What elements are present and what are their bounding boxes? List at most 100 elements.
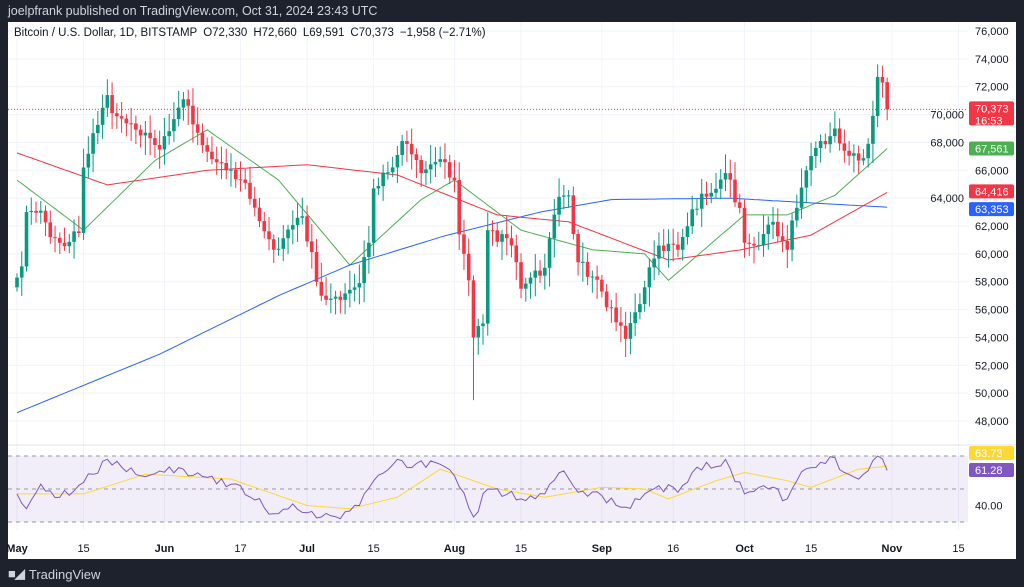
candle-body — [776, 221, 780, 237]
candle-body — [338, 296, 343, 300]
time-axis-label: 15 — [368, 543, 380, 555]
moving-average-line — [16, 152, 888, 261]
time-axis-label: Jul — [299, 543, 315, 555]
candle-body — [153, 138, 157, 145]
candle-body — [880, 76, 885, 83]
candle-body — [661, 245, 666, 252]
chart-panel[interactable] — [8, 22, 1016, 559]
candle-body — [276, 248, 281, 250]
brand-footer[interactable]: ■◢ TradingView — [8, 566, 100, 582]
candle-body — [329, 298, 333, 300]
candle-body — [628, 323, 633, 339]
candle-body — [785, 241, 790, 250]
candle-body — [452, 177, 457, 181]
time-axis-label: 17 — [234, 543, 246, 555]
candle-body — [447, 162, 452, 178]
candle-body — [652, 258, 656, 268]
ma-mid-badge-bg — [969, 184, 1014, 199]
ohlc-open: O72,330 — [203, 27, 248, 39]
candle-body — [657, 245, 661, 259]
candle-body — [15, 277, 19, 288]
candle-body — [305, 216, 309, 242]
candle-body — [210, 151, 214, 160]
moving-average-line — [16, 197, 888, 414]
candle-body — [134, 123, 138, 130]
candle-body — [714, 188, 718, 193]
candle-body — [723, 173, 728, 180]
time-axis-label: Aug — [444, 543, 465, 555]
candle-body — [428, 164, 433, 170]
candle-body — [519, 262, 523, 289]
candle-body — [676, 244, 680, 250]
candle-body — [314, 252, 319, 282]
candle-body — [790, 220, 794, 250]
candle-body — [547, 238, 552, 268]
price-axis-label: 58,000 — [975, 277, 1009, 289]
candle-body — [119, 116, 124, 119]
candle-body — [614, 307, 618, 323]
candle-body — [495, 230, 500, 242]
candle-body — [267, 231, 271, 240]
ma-mid-badge-text: 64,416 — [975, 186, 1009, 198]
time-axis-label: 15 — [805, 543, 817, 555]
candle-body — [818, 140, 823, 149]
candle-body — [62, 242, 67, 247]
candle-body — [733, 179, 737, 203]
candle-body — [310, 241, 314, 253]
candle-body — [72, 231, 76, 242]
candle-body — [852, 153, 856, 156]
time-axis-label: 16 — [667, 543, 679, 555]
candle-body — [552, 214, 557, 239]
last-price-badge-text: 16:53 — [975, 115, 1003, 127]
candle-body — [200, 132, 205, 146]
candle-body — [623, 325, 628, 339]
candle-body — [690, 209, 695, 227]
ma-slow-badge-text: 63,353 — [975, 204, 1009, 216]
candle-body — [761, 233, 766, 246]
candle-body — [38, 210, 43, 213]
ohlc-high: H72,660 — [253, 27, 297, 39]
candle-body — [666, 243, 671, 252]
candle-body — [795, 207, 799, 221]
candle-body — [885, 82, 889, 110]
candle-body — [457, 180, 462, 235]
ma-slow-badge-bg — [969, 202, 1014, 217]
candle-body — [747, 242, 752, 244]
moving-average-line — [16, 129, 888, 281]
candle-body — [19, 266, 24, 278]
candle-body — [756, 245, 761, 247]
candle-body — [281, 238, 286, 249]
candle-body — [581, 261, 585, 263]
candle-body — [181, 99, 186, 108]
price-axis-label: 72,000 — [975, 82, 1009, 94]
candle-body — [562, 195, 566, 197]
candle-body — [400, 141, 404, 155]
symbol-legend: Bitcoin / U.S. Dollar, 1D, BITSTAMP O72,3… — [14, 27, 492, 39]
candle-body — [333, 296, 338, 299]
rsi-ma-badge: 63.73 — [969, 446, 1014, 460]
price-axis-label: 64,000 — [930, 193, 964, 205]
candle-body — [300, 216, 305, 218]
candle-body — [67, 241, 72, 247]
candle-body — [124, 118, 129, 124]
candle-body — [871, 115, 875, 144]
candle-body — [466, 253, 471, 281]
candle-body — [224, 163, 229, 171]
candle-body — [252, 198, 257, 208]
price-axis-label: 70,000 — [930, 110, 964, 122]
candle-body — [557, 196, 561, 215]
candle-body — [737, 202, 742, 208]
price-axis-label: 62,000 — [975, 221, 1009, 233]
candle-body — [590, 276, 595, 278]
price-axis-label: 48,000 — [975, 416, 1009, 428]
candle-body — [718, 179, 723, 189]
time-axis-label: 15 — [515, 543, 527, 555]
ohlc-low: L69,591 — [302, 27, 345, 39]
candle-body — [538, 270, 542, 276]
candle-body — [195, 124, 200, 133]
candle-body — [186, 99, 190, 106]
time-axis-label: 15 — [952, 543, 964, 555]
candle-body — [533, 270, 538, 278]
rsi-axis-label: 40.00 — [975, 501, 1003, 513]
